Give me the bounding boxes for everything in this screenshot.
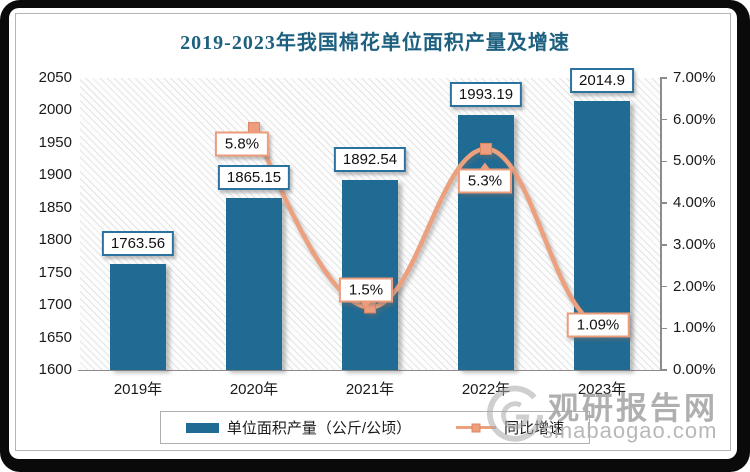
growth-value-label: 5.8% <box>214 131 270 157</box>
growth-value-label: 5.3% <box>457 162 513 194</box>
chart-title: 2019-2023年我国棉花单位面积产量及增速 <box>180 32 570 54</box>
callout-pointer-icon <box>359 300 372 309</box>
legend-item-production: 单位面积产量（公斤/公顷） <box>185 417 412 438</box>
line-series-swatch <box>456 423 497 432</box>
right-axis-tick <box>660 369 667 371</box>
bar <box>226 197 282 370</box>
right-axis-tick <box>660 285 667 288</box>
left-axis-tick-label: 2050 <box>38 69 72 86</box>
right-axis-tick <box>660 118 667 121</box>
x-axis-label: 2019年 <box>113 381 163 398</box>
x-axis-label: 2023年 <box>577 381 627 398</box>
right-axis-tick-label: 3.00% <box>673 235 716 253</box>
bar-value-label: 1763.56 <box>101 230 175 256</box>
right-axis-tick-label: 4.00% <box>673 194 716 212</box>
right-axis-tick-label: 2.00% <box>673 277 716 295</box>
legend-label-growth: 同比增速 <box>504 420 565 437</box>
legend: 单位面积产量（公斤/公顷） 同比增速 <box>160 411 590 444</box>
left-axis-tick-label: 1800 <box>38 231 72 249</box>
right-axis-tick-label: 5.00% <box>673 152 716 170</box>
bar-series-swatch <box>185 422 219 433</box>
right-axis-tick <box>660 202 667 204</box>
right-axis-tick-label: 7.00% <box>673 69 716 86</box>
left-axis-tick-label: 1650 <box>38 328 72 346</box>
bar-value-label: 2014.9 <box>570 67 634 93</box>
bar <box>110 263 166 370</box>
right-axis-line <box>660 78 662 370</box>
right-axis-tick-label: 0.00% <box>673 361 716 378</box>
right-axis-tick <box>660 77 667 79</box>
legend-item-growth: 同比增速 <box>456 417 564 438</box>
right-axis-tick-label: 6.00% <box>673 110 716 128</box>
growth-marker <box>480 142 492 155</box>
callout-pointer-icon <box>478 162 491 171</box>
right-axis-tick <box>660 244 667 246</box>
bar-value-label: 1865.15 <box>217 164 291 190</box>
left-axis-tick-label: 2000 <box>38 101 72 119</box>
left-axis-tick-label: 1950 <box>38 133 72 151</box>
bar-value-label: 1892.54 <box>333 147 407 173</box>
bar <box>342 180 398 370</box>
growth-value-label: 1.09% <box>566 312 630 338</box>
x-axis-line <box>78 369 662 371</box>
right-axis-tick <box>660 160 667 163</box>
left-axis-tick-label: 1850 <box>38 198 72 216</box>
x-axis-label: 2021年 <box>345 381 395 398</box>
growth-line <box>251 127 603 327</box>
left-axis-tick-label: 1900 <box>38 166 72 184</box>
right-axis-tick <box>660 327 667 330</box>
bar-value-label: 1993.19 <box>449 81 523 107</box>
x-axis-label: 2020年 <box>229 381 279 398</box>
growth-value-label: 1.5% <box>338 277 394 309</box>
right-axis-tick-label: 1.00% <box>673 319 716 337</box>
left-axis-tick-label: 1750 <box>38 263 72 281</box>
legend-label-production: 单位面积产量（公斤/公顷） <box>226 420 412 437</box>
left-axis-tick-label: 1700 <box>38 296 72 314</box>
left-axis-tick-label: 1600 <box>38 361 72 378</box>
